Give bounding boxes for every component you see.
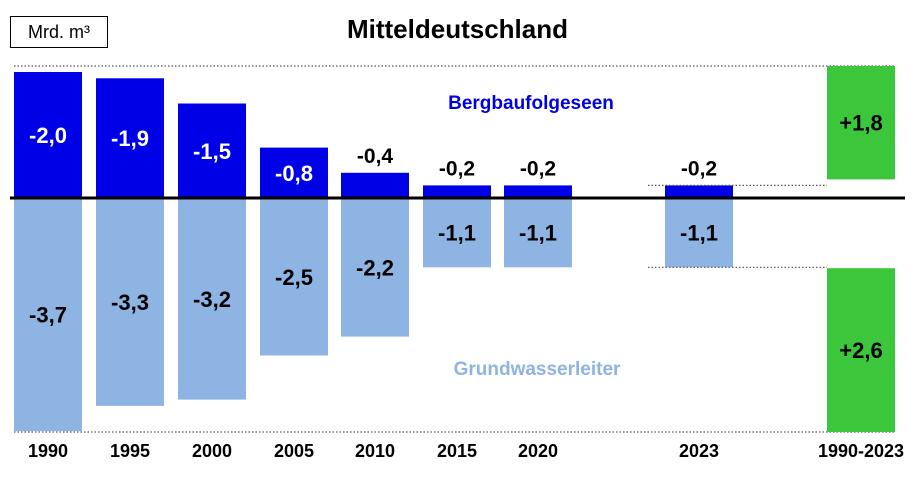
label-lakes-2005: -0,8 bbox=[275, 161, 313, 186]
tick-label-2023: 2023 bbox=[679, 441, 719, 461]
tick-label-1995: 1995 bbox=[110, 441, 150, 461]
bar-lakes-2023 bbox=[665, 185, 733, 198]
label-lakes-2000: -1,5 bbox=[193, 139, 231, 164]
bar-total-aquifer bbox=[827, 268, 895, 432]
label-lakes-2015: -0,2 bbox=[439, 157, 475, 180]
tick-label-2005: 2005 bbox=[274, 441, 314, 461]
bar-aquifer-2015 bbox=[423, 198, 491, 268]
series-label-lakes: Bergbaufolgeseen bbox=[448, 93, 614, 114]
bar-aquifer-2010 bbox=[341, 198, 409, 337]
bar-lakes-2010 bbox=[341, 172, 409, 198]
label-aquifer-2023: -1,1 bbox=[680, 221, 718, 246]
tick-label-2015: 2015 bbox=[437, 441, 477, 461]
bar-total-lakes bbox=[827, 66, 895, 180]
label-aquifer-2000: -3,2 bbox=[193, 287, 231, 312]
label-aquifer-2015: -1,1 bbox=[438, 221, 476, 246]
bar-aquifer-2005 bbox=[260, 198, 328, 356]
label-lakes-2023: -0,2 bbox=[681, 157, 717, 180]
tick-label-2020: 2020 bbox=[518, 441, 558, 461]
label-aquifer-1995: -3,3 bbox=[111, 290, 149, 315]
bar-lakes-2015 bbox=[423, 185, 491, 198]
tick-label-1990: 1990 bbox=[28, 441, 68, 461]
label-lakes-2020: -0,2 bbox=[520, 157, 556, 180]
label-lakes-2010: -0,4 bbox=[357, 145, 394, 168]
bar-lakes-2005 bbox=[260, 147, 328, 198]
label-aquifer-2010: -2,2 bbox=[356, 255, 394, 280]
label-lakes-1990: -2,0 bbox=[29, 123, 67, 148]
label-total-lakes: +1,8 bbox=[839, 111, 882, 136]
tick-label-2010: 2010 bbox=[355, 441, 395, 461]
chart-title: Mitteldeutschland bbox=[346, 14, 568, 44]
label-aquifer-2005: -2,5 bbox=[275, 265, 313, 290]
tick-label-2000: 2000 bbox=[192, 441, 232, 461]
bar-aquifer-1990 bbox=[14, 198, 82, 432]
tick-label-1990-2023: 1990-2023 bbox=[818, 441, 904, 461]
series-label-aquifer: Grundwasserleiter bbox=[454, 359, 621, 380]
bar-lakes-1995 bbox=[96, 78, 164, 198]
label-total-aquifer: +2,6 bbox=[839, 338, 882, 363]
label-aquifer-2020: -1,1 bbox=[519, 221, 557, 246]
bar-aquifer-2020 bbox=[504, 198, 572, 268]
label-aquifer-1990: -3,7 bbox=[29, 303, 67, 328]
bar-lakes-2000 bbox=[178, 103, 246, 198]
bar-lakes-1990 bbox=[14, 72, 82, 198]
bar-lakes-2020 bbox=[504, 185, 572, 198]
label-lakes-1995: -1,9 bbox=[111, 126, 149, 151]
bar-aquifer-2000 bbox=[178, 198, 246, 400]
bar-aquifer-2023 bbox=[665, 198, 733, 268]
unit-label: Mrd. m³ bbox=[10, 16, 108, 48]
bar-aquifer-1995 bbox=[96, 198, 164, 406]
